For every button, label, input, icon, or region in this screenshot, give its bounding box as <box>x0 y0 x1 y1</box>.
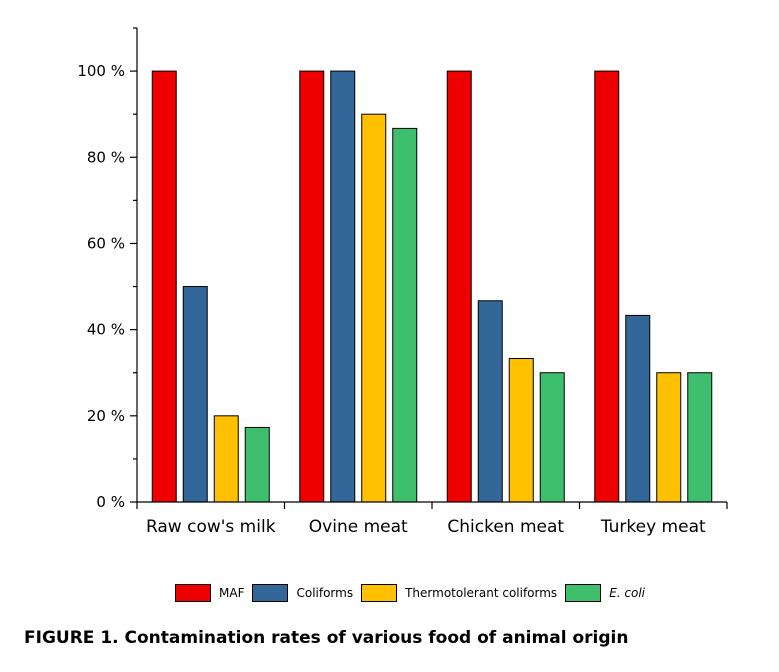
bar-coliforms-2 <box>477 300 503 503</box>
figure-caption: FIGURE 1. Contamination rates of various… <box>24 628 629 648</box>
x-category-label-1: Ovine meat <box>309 517 408 537</box>
bar-thermotolerant-coliforms-0 <box>213 415 239 503</box>
x-category-label-2: Chicken meat <box>447 517 564 537</box>
labels-group: 0 % 20 % 40 % 60 % 80 % 100 % Raw cow's milk Ov… <box>77 62 706 537</box>
bar-e-coli-0 <box>244 426 270 503</box>
legend-label-thermotolerant-coliforms: Thermotolerant coliforms <box>405 586 558 600</box>
bar-maf-3 <box>594 70 620 503</box>
legend: MAF Coliforms Thermotolerant coliforms E… <box>175 582 653 604</box>
legend-item-coliforms: Coliforms <box>252 584 353 602</box>
bar-maf-2 <box>446 70 472 503</box>
bar-e-coli-1 <box>392 127 418 503</box>
legend-item-maf: MAF <box>175 584 244 602</box>
bar-thermotolerant-coliforms-3 <box>656 372 682 503</box>
legend-label-e-coli: E. coli <box>609 586 646 600</box>
bar-maf-0 <box>151 70 177 503</box>
y-tick-label-0: 0 % <box>96 493 125 511</box>
bar-coliforms-1 <box>330 70 356 503</box>
x-category-label-3: Turkey meat <box>600 517 706 537</box>
bars-group <box>151 70 713 503</box>
legend-swatch-maf <box>175 584 211 602</box>
legend-swatch-e-coli <box>565 584 602 602</box>
legend-label-coliforms: Coliforms <box>296 586 354 600</box>
bar-thermotolerant-coliforms-2 <box>508 358 534 503</box>
bar-thermotolerant-coliforms-1 <box>361 113 387 503</box>
bar-maf-1 <box>299 70 325 503</box>
bar-coliforms-3 <box>625 314 651 503</box>
y-tick-label-80: 80 % <box>87 148 125 166</box>
bar-e-coli-2 <box>539 372 565 503</box>
legend-swatch-thermotolerant-coliforms <box>361 584 398 602</box>
y-tick-label-60: 60 % <box>87 234 125 252</box>
legend-label-maf: MAF <box>219 586 245 600</box>
y-tick-label-40: 40 % <box>87 321 125 339</box>
x-category-label-0: Raw cow's milk <box>146 517 276 537</box>
legend-swatch-coliforms <box>252 584 289 602</box>
bar-coliforms-0 <box>182 286 208 503</box>
y-tick-label-20: 20 % <box>87 407 125 425</box>
axes-group <box>130 27 728 509</box>
legend-item-e-coli: E. coli <box>565 584 645 602</box>
legend-item-thermotolerant-coliforms: Thermotolerant coliforms <box>361 584 557 602</box>
y-tick-label-100: 100 % <box>77 62 125 80</box>
bar-e-coli-3 <box>687 372 713 503</box>
